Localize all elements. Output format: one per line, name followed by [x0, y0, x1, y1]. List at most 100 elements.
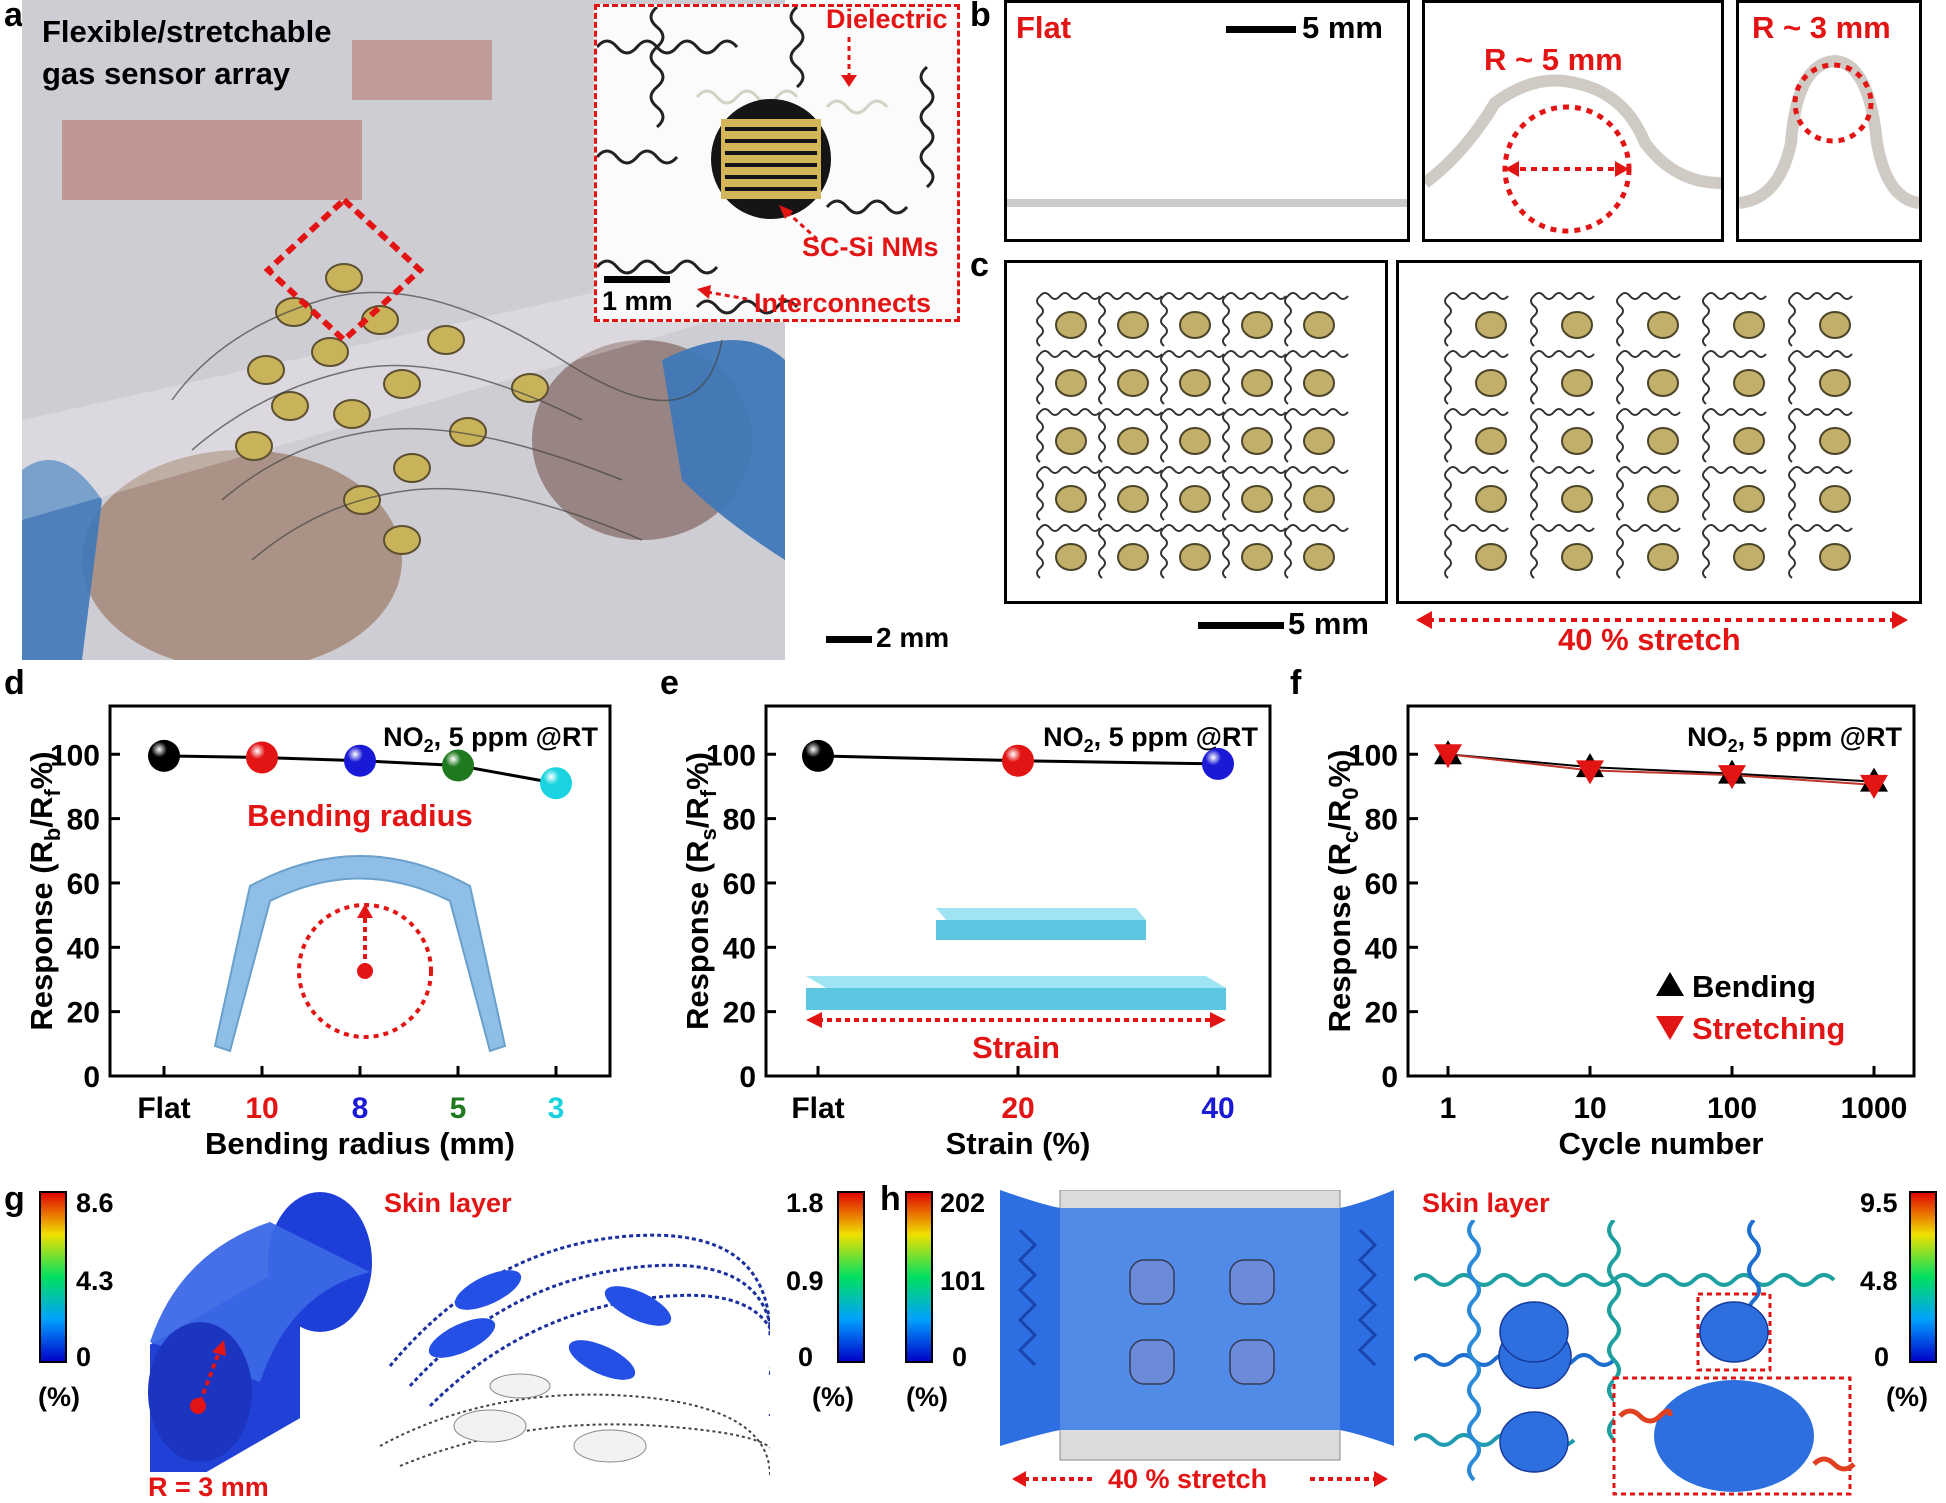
y-tick-label: 80 [67, 804, 100, 837]
panel-g-cb2-tick-bot: 0 [798, 1342, 814, 1372]
x-tick-label: Flat [137, 1092, 190, 1125]
panel-a-scale-label: 2 mm [876, 622, 950, 653]
sensor-pad [1733, 369, 1765, 397]
interconnect [1160, 469, 1168, 521]
interconnect [1036, 411, 1044, 463]
interconnect [1702, 411, 1710, 463]
sensor-pad [1055, 369, 1087, 397]
annotation: NO2, 5 ppm @RT [1043, 722, 1258, 756]
panel-h-cb1-tick-mid: 101 [940, 1266, 986, 1296]
panel-c-stretch-arrow [1416, 611, 1908, 629]
x-tick-label: 3 [548, 1092, 565, 1125]
panel-g-cylinder-art [148, 1192, 372, 1472]
y-tick-label: 100 [50, 739, 100, 772]
interconnect [1036, 295, 1044, 347]
sensor-pad [1475, 427, 1507, 455]
interconnect [1444, 353, 1452, 405]
x-tick-label: 10 [1573, 1092, 1606, 1125]
interconnect [1039, 524, 1101, 532]
interconnect [1287, 524, 1349, 532]
interconnect [1533, 292, 1595, 300]
interconnect [1788, 527, 1796, 579]
interconnect [1616, 527, 1624, 579]
interconnect [1036, 469, 1044, 521]
sensor-pad [1819, 485, 1851, 513]
interconnect [1287, 350, 1349, 358]
panel-b-scale-label: 5 mm [1302, 10, 1383, 45]
data-point [1202, 747, 1234, 780]
interconnect [1163, 292, 1225, 300]
sensor-pad [1647, 485, 1679, 513]
panel-h-stretch-arrow [1012, 1471, 1388, 1487]
plot-frame [1406, 704, 1916, 1078]
x-tick-label: 1 [1440, 1092, 1457, 1125]
sensor-pad [1303, 543, 1335, 571]
x-tick-label: 8 [352, 1092, 369, 1125]
x-axis-label: Bending radius (mm) [205, 1126, 515, 1161]
annotation: NO2, 5 ppm @RT [1687, 722, 1902, 756]
interconnect [1098, 353, 1106, 405]
sensor-pad [1117, 485, 1149, 513]
y-tick-label: 0 [83, 1061, 100, 1094]
sensor-pad [1241, 311, 1273, 339]
interconnect [1619, 524, 1681, 532]
y-tick-label: 80 [1365, 804, 1398, 837]
panel-label-d: d [4, 664, 25, 702]
interconnect [1447, 466, 1509, 474]
interconnect [1533, 408, 1595, 416]
y-tick-label: 100 [1348, 739, 1398, 772]
y-tick-label: 20 [1365, 997, 1398, 1030]
panel-b-scale-bar [1226, 26, 1296, 33]
inset-scale-label: 1 mm [602, 286, 673, 316]
interconnect [1619, 466, 1681, 474]
x-tick-label: 5 [450, 1092, 467, 1125]
y-tick-label: 0 [1381, 1061, 1398, 1094]
sensor-pad [1055, 543, 1087, 571]
interconnect [1705, 524, 1767, 532]
interconnect [1530, 295, 1538, 347]
y-tick-label: 60 [67, 868, 100, 901]
panel-b-flat [1004, 0, 1410, 242]
interconnect [1444, 527, 1452, 579]
sensor-pad [1647, 311, 1679, 339]
y-tick-label: 40 [1365, 932, 1398, 965]
interconnect [1101, 350, 1163, 358]
interconnect [1447, 292, 1509, 300]
sensor-pad [1117, 369, 1149, 397]
panel-g-radius-label: R = 3 mm [148, 1472, 269, 1502]
interconnect [1222, 295, 1230, 347]
chart-e: 0 20 40 60 80 100 Flat 20 40 Strain (%) Response (… [680, 704, 1272, 1161]
x-axis-label: Cycle number [1558, 1126, 1763, 1161]
panel-label-f: f [1290, 664, 1302, 702]
interconnect [1530, 469, 1538, 521]
sensor-pad [1055, 485, 1087, 513]
data-point [246, 741, 278, 774]
panel-g-colorbar-1 [39, 1191, 67, 1363]
panel-g-cb1-unit: (%) [38, 1382, 80, 1412]
legend-label: Bending [1692, 969, 1816, 1004]
sensor-pad [1733, 311, 1765, 339]
data-point [344, 744, 376, 777]
interconnect [1533, 466, 1595, 474]
interconnect [1284, 527, 1292, 579]
data-point [442, 749, 474, 782]
y-tick-label: 20 [723, 997, 756, 1030]
strain-block-bottom-side [806, 988, 1226, 1010]
x-tick-label: 10 [245, 1092, 278, 1125]
interconnect [1788, 411, 1796, 463]
interconnect [1039, 466, 1101, 474]
interconnect [1616, 295, 1624, 347]
interconnect [1791, 524, 1853, 532]
strain-arrow-head-left [806, 1012, 822, 1028]
strain-arrow-head-right [1210, 1012, 1226, 1028]
interconnect [1287, 408, 1349, 416]
interconnect [1098, 527, 1106, 579]
interconnect [1702, 295, 1710, 347]
interconnect [1530, 353, 1538, 405]
panel-a-inset-art [597, 7, 935, 315]
x-tick-label: Flat [791, 1092, 844, 1125]
interconnect [1791, 350, 1853, 358]
interconnect [1447, 408, 1509, 416]
interconnect [1039, 292, 1101, 300]
interconnect [1101, 524, 1163, 532]
